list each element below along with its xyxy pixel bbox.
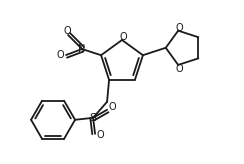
Text: S: S (90, 113, 97, 123)
Text: O: O (96, 130, 104, 140)
Text: O: O (56, 50, 64, 60)
Text: O: O (108, 102, 116, 112)
Text: O: O (63, 26, 71, 36)
Text: N: N (78, 44, 86, 54)
Text: O: O (175, 23, 183, 33)
Text: O: O (175, 64, 183, 74)
Text: O: O (119, 32, 127, 42)
